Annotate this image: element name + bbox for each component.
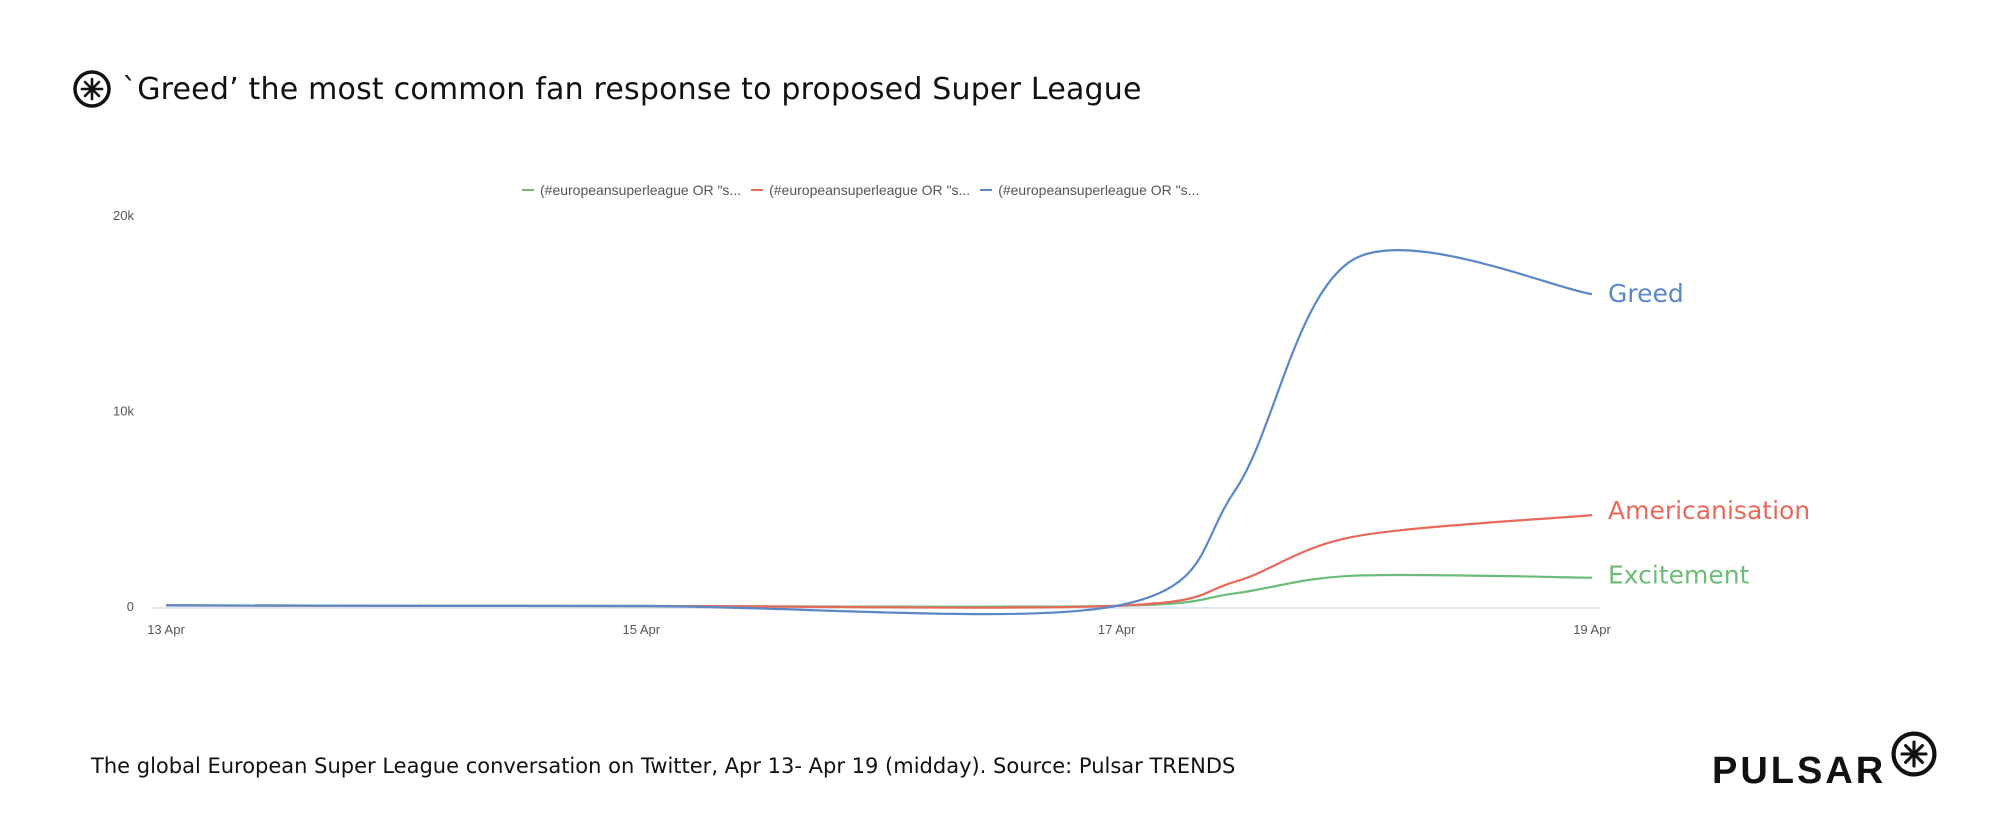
legend-swatch (522, 189, 534, 191)
legend-swatch (980, 189, 993, 191)
chart-title: `Greed’ the most common fan response to … (122, 71, 1142, 107)
series-label-greed: Greed (1608, 279, 1684, 308)
y-tick-label: 0 (127, 599, 134, 614)
series-label-excitement: Excitement (1608, 561, 1750, 590)
chart-caption: The global European Super League convers… (91, 754, 1236, 778)
pulsar-logo-icon (73, 70, 111, 108)
series-line-excitement (165, 573, 1593, 608)
x-tick-label: 17 Apr (1098, 622, 1136, 637)
legend-label: (#europeansuperleague OR "s... (769, 182, 971, 198)
legend-label: (#europeansuperleague OR "s... (998, 182, 1200, 198)
series-line-americanisation (165, 514, 1593, 609)
series-line-greed (165, 249, 1593, 616)
y-tick-label: 20k (113, 208, 134, 223)
title-row: `Greed’ the most common fan response to … (72, 66, 1142, 112)
brand-wordmark: PULSAR (1712, 750, 1887, 792)
pulsar-logo-icon (1891, 731, 1937, 777)
chart-legend: (#europeansuperleague OR "s... (#europea… (522, 182, 1199, 198)
legend-item-americanisation[interactable]: (#europeansuperleague OR "s... (751, 182, 970, 198)
legend-item-greed[interactable]: (#europeansuperleague OR "s... (980, 182, 1199, 198)
legend-swatch (751, 189, 764, 191)
legend-label: (#europeansuperleague OR "s... (540, 182, 742, 198)
series-label-americanisation: Americanisation (1608, 496, 1810, 525)
legend-item-excitement[interactable]: (#europeansuperleague OR "s... (522, 182, 741, 198)
y-tick-label: 10k (113, 404, 134, 419)
x-tick-label: 15 Apr (623, 622, 661, 637)
x-tick-label: 13 Apr (147, 622, 185, 637)
brand-logo: PULSAR (1712, 730, 1938, 790)
x-tick-label: 19 Apr (1573, 622, 1611, 637)
